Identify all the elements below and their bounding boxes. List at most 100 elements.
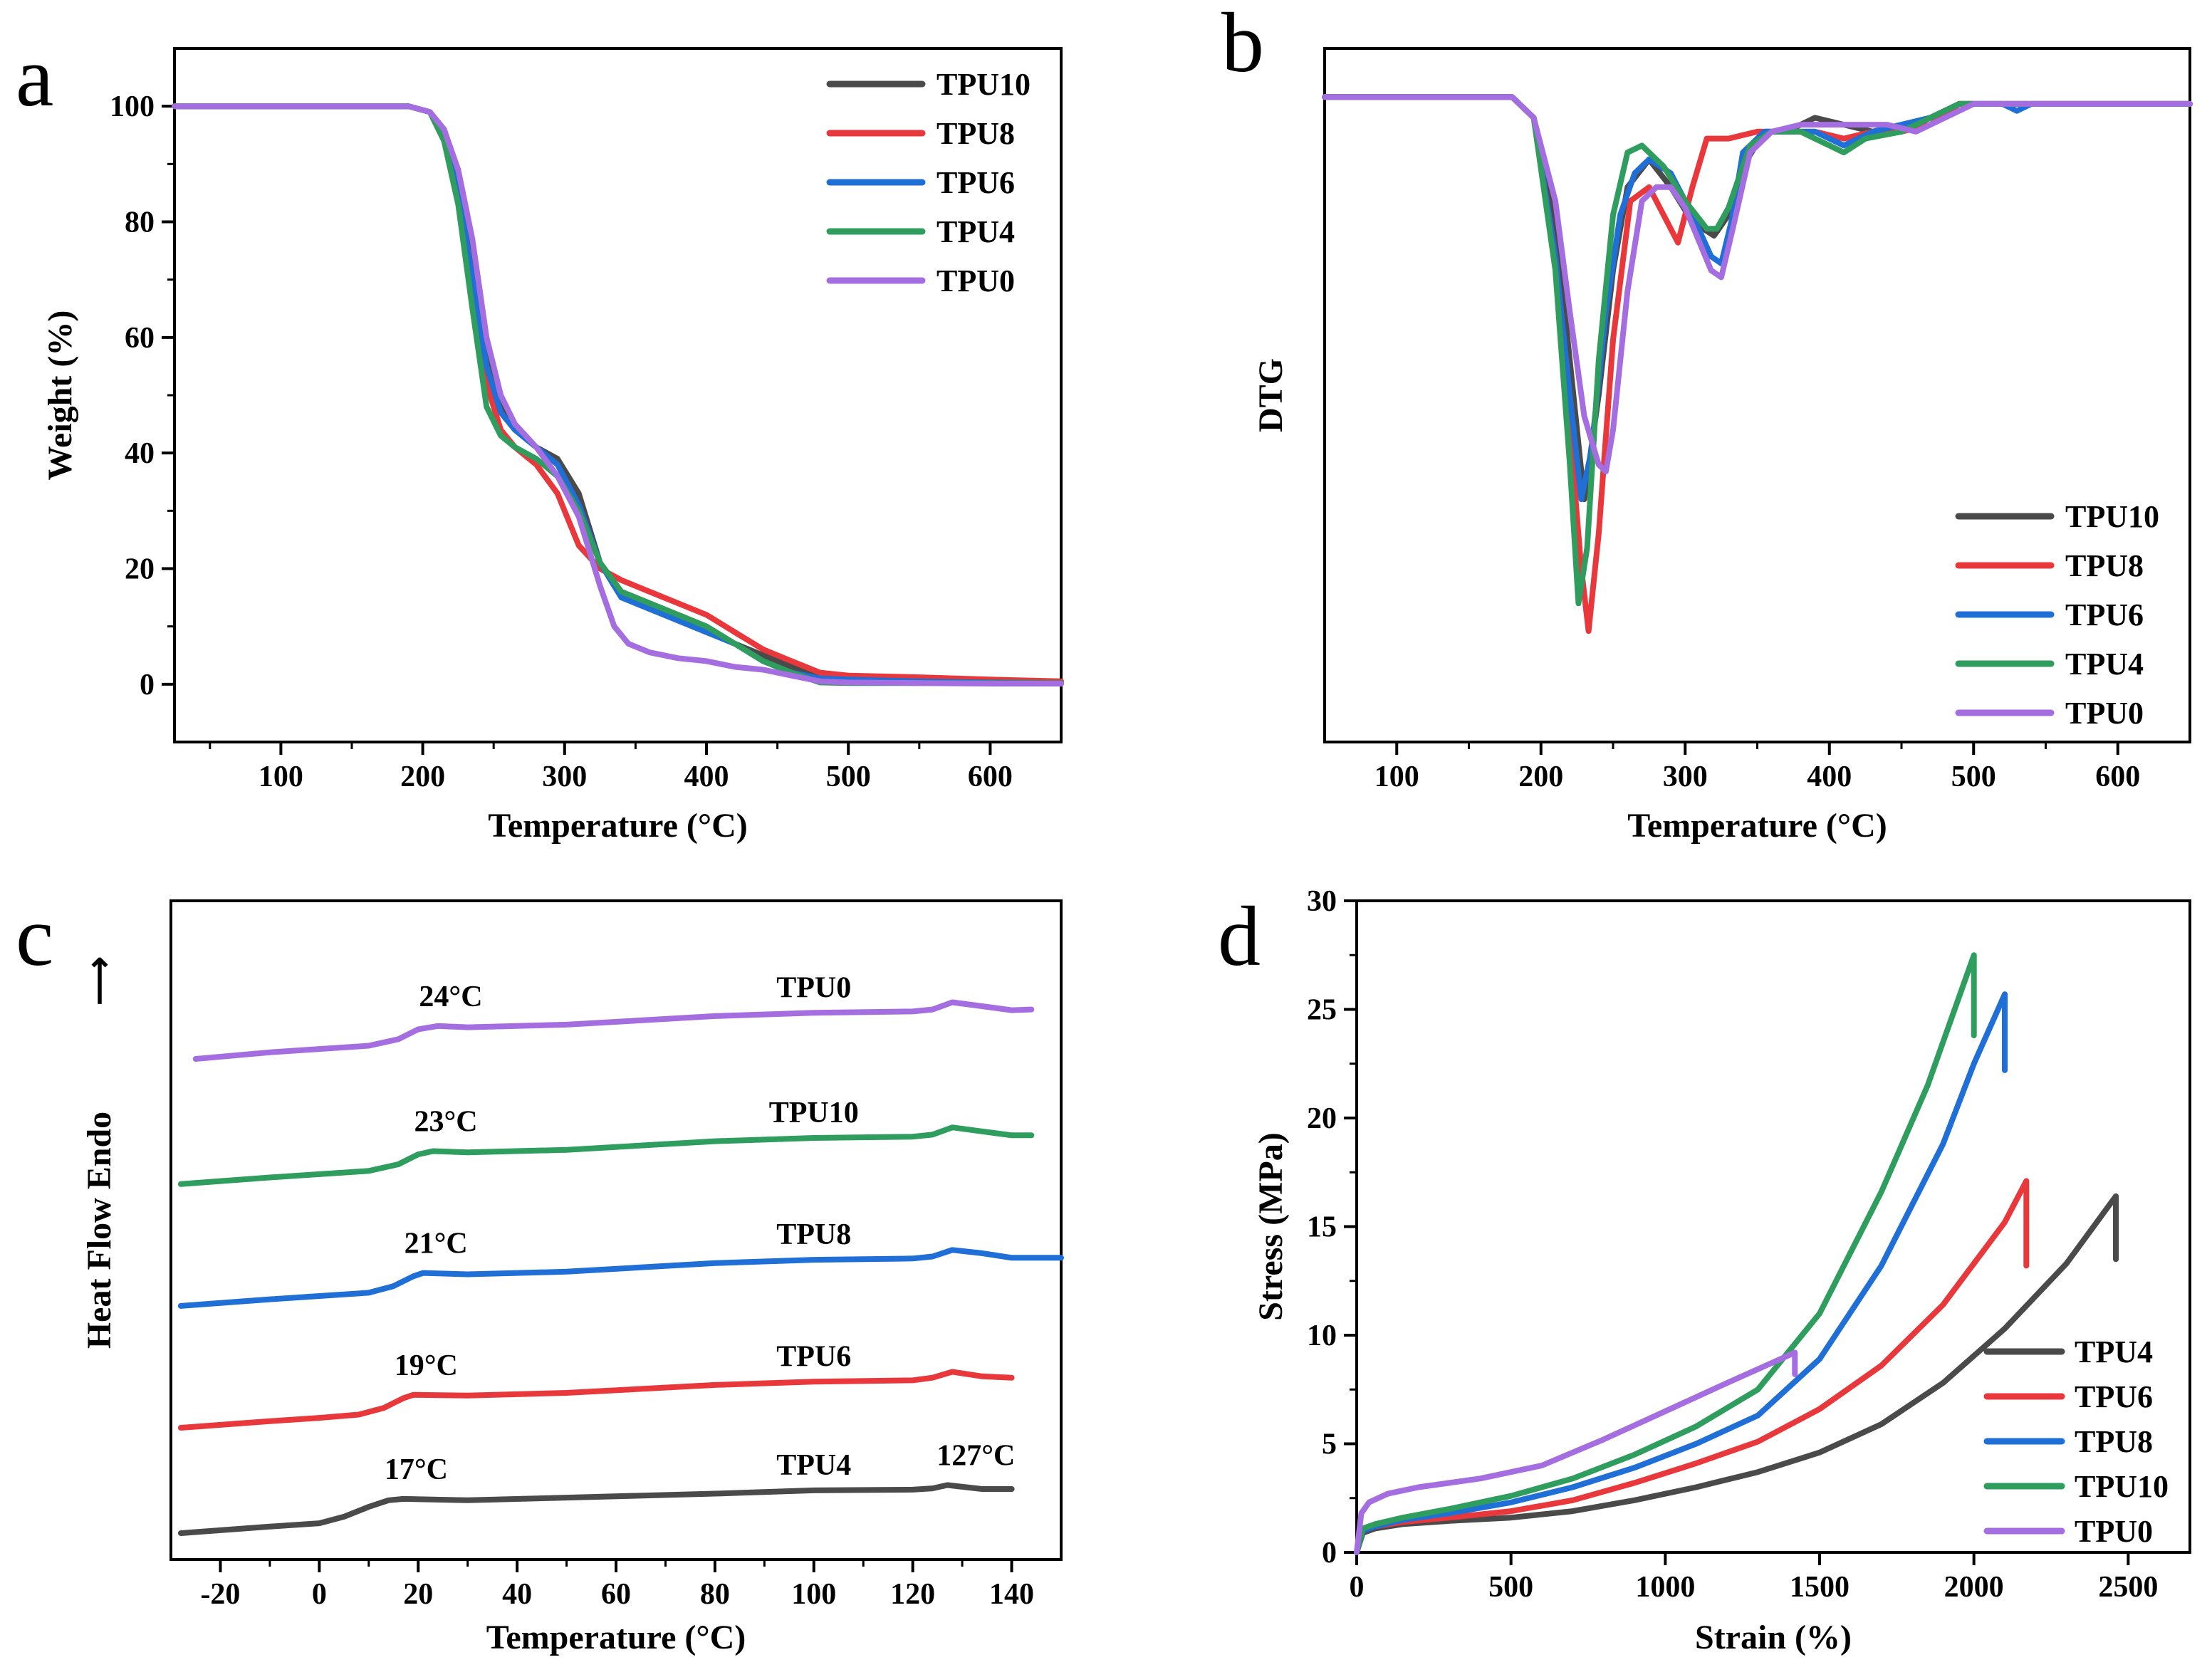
legend-label-tpu8: TPU8 (937, 116, 1015, 151)
x-tick-label: 100 (791, 1578, 836, 1611)
x-tick-label: 200 (400, 761, 445, 793)
y-tick-label: 20 (125, 553, 155, 586)
x-tick-label: 2500 (2098, 1571, 2158, 1604)
y-tick-label: 5 (1322, 1428, 1337, 1461)
series-line-tpu6 (1322, 94, 2193, 503)
transition-label-tpu6: 19°C (395, 1349, 458, 1382)
x-tick-label: 500 (1488, 1571, 1533, 1604)
legend: TPU4 TPU6 TPU8 TPU10 TPU0 (1983, 1334, 2169, 1549)
series-line-tpu0 (1322, 94, 2193, 475)
legend-label-tpu8: TPU8 (2075, 1424, 2153, 1459)
curve-label-tpu0: TPU0 (776, 971, 851, 1004)
panel-letter-b: b (1221, 0, 1264, 90)
heat-flow-arrow: ⟶ (80, 956, 118, 1005)
curve-label-tpu4: TPU4 (776, 1449, 851, 1482)
x-tick-label: 60 (601, 1578, 631, 1611)
legend: TPU10 TPU8 TPU6 TPU4 TPU0 (1955, 499, 2159, 731)
x-tick-label: 400 (1807, 761, 1852, 793)
panel-letter-a: a (16, 29, 53, 124)
peak-label-tpu4: 127°C (937, 1439, 1015, 1472)
y-tick-label: 20 (1307, 1102, 1337, 1135)
y-tick-label: 0 (140, 669, 155, 701)
x-tick-label: 0 (1350, 1571, 1365, 1604)
x-tick-label: -20 (200, 1578, 240, 1611)
legend-label-tpu6: TPU6 (2065, 597, 2144, 632)
x-tick-label: 600 (2095, 761, 2140, 793)
x-tick-label: 0 (312, 1578, 327, 1611)
x-tick-label: 2000 (1944, 1571, 2004, 1604)
curve-label-tpu6: TPU6 (776, 1340, 851, 1373)
legend-label-tpu6: TPU6 (2075, 1379, 2153, 1414)
series-line-tpu8 (177, 1247, 1064, 1309)
plot-frame (169, 899, 1063, 1561)
plot-frame (1323, 47, 2191, 743)
x-axis-title: Temperature (°C) (488, 807, 747, 845)
panel-letter-d: d (1218, 889, 1261, 983)
y-tick-label: 100 (110, 90, 155, 123)
panel-c: c -20 0 20 40 60 80 100 120 140 Temperature (°C) He… (16, 889, 1064, 1656)
series-line-tpu4 (1354, 1193, 2119, 1555)
transition-label-tpu8: 21°C (405, 1228, 468, 1260)
legend-label-tpu10: TPU10 (2075, 1469, 2169, 1504)
y-tick-label: 40 (125, 437, 155, 470)
legend-label-tpu4: TPU4 (937, 214, 1015, 249)
transition-label-tpu10: 23°C (414, 1106, 477, 1139)
x-tick-label: 120 (890, 1578, 935, 1611)
panel-a: a 100 200 300 400 500 600 0 20 40 60 80 100 Temperatu… (16, 29, 1064, 845)
legend-label-tpu8: TPU8 (2065, 548, 2144, 583)
legend: TPU10 TPU8 TPU6 TPU4 TPU0 (826, 67, 1031, 298)
series-line-tpu0 (192, 999, 1035, 1062)
x-tick-label: 1500 (1790, 1571, 1850, 1604)
legend-label-tpu10: TPU10 (937, 67, 1031, 102)
series-line-tpu10 (1322, 94, 2193, 503)
x-tick-label: 300 (542, 761, 587, 793)
x-axis-title: Temperature (°C) (486, 1619, 746, 1656)
y-tick-label: 0 (1322, 1537, 1337, 1569)
x-tick-label: 1000 (1635, 1571, 1695, 1604)
series-line-tpu6 (177, 1369, 1015, 1431)
curve-label-tpu8: TPU8 (776, 1218, 851, 1251)
legend-label-tpu6: TPU6 (937, 165, 1015, 200)
series-line-tpu0 (1354, 1349, 1798, 1555)
series-line-tpu10 (177, 1124, 1035, 1187)
transition-label-tpu0: 24°C (419, 981, 482, 1013)
series-line-tpu10 (1354, 952, 1977, 1555)
legend-label-tpu4: TPU4 (2065, 647, 2144, 681)
legend-label-tpu0: TPU0 (2075, 1514, 2153, 1549)
x-tick-label: 100 (1374, 761, 1419, 793)
series-line-tpu6 (1354, 1178, 2030, 1555)
series-line-tpu8 (1322, 94, 2193, 634)
y-axis-title: Heat Flow Endo (80, 1112, 118, 1349)
series-line-tpu4 (1322, 94, 2193, 607)
transition-label-tpu4: 17°C (385, 1453, 448, 1486)
y-tick-label: 80 (125, 207, 155, 239)
legend-label-tpu4: TPU4 (2075, 1334, 2153, 1369)
y-tick-label: 25 (1307, 994, 1337, 1027)
series-line-tpu0 (172, 103, 1064, 686)
x-tick-label: 400 (684, 761, 729, 793)
x-tick-label: 300 (1663, 761, 1708, 793)
y-tick-label: 60 (125, 322, 155, 355)
x-tick-label: 200 (1518, 761, 1563, 793)
curve-label-tpu10: TPU10 (769, 1097, 859, 1129)
plot-frame (173, 47, 1063, 743)
panel-d: d 0 500 1000 1500 2000 2500 0 5 10 15 20 25 30 Strain … (1218, 885, 2191, 1656)
x-tick-label: 80 (700, 1578, 730, 1611)
legend-label-tpu10: TPU10 (2065, 499, 2159, 534)
panel-letter-c: c (16, 889, 53, 983)
x-tick-label: 40 (502, 1578, 532, 1611)
y-axis-title: Stress (MPa) (1252, 1132, 1290, 1320)
plot-frame (1355, 899, 2191, 1554)
y-axis-title: DTG (1252, 358, 1290, 432)
legend-label-tpu0: TPU0 (2065, 696, 2144, 731)
x-axis-title: Temperature (°C) (1627, 807, 1887, 845)
x-tick-label: 500 (1951, 761, 1996, 793)
x-tick-label: 100 (259, 761, 303, 793)
series-line-tpu6 (172, 103, 1064, 686)
y-tick-label: 30 (1307, 885, 1337, 918)
panel-b: b 100 200 300 400 500 600 Temperature (°C) DTG TP… (1221, 0, 2193, 845)
x-axis-title: Strain (%) (1695, 1619, 1852, 1656)
y-tick-label: 15 (1307, 1211, 1337, 1244)
y-tick-label: 10 (1307, 1320, 1337, 1352)
